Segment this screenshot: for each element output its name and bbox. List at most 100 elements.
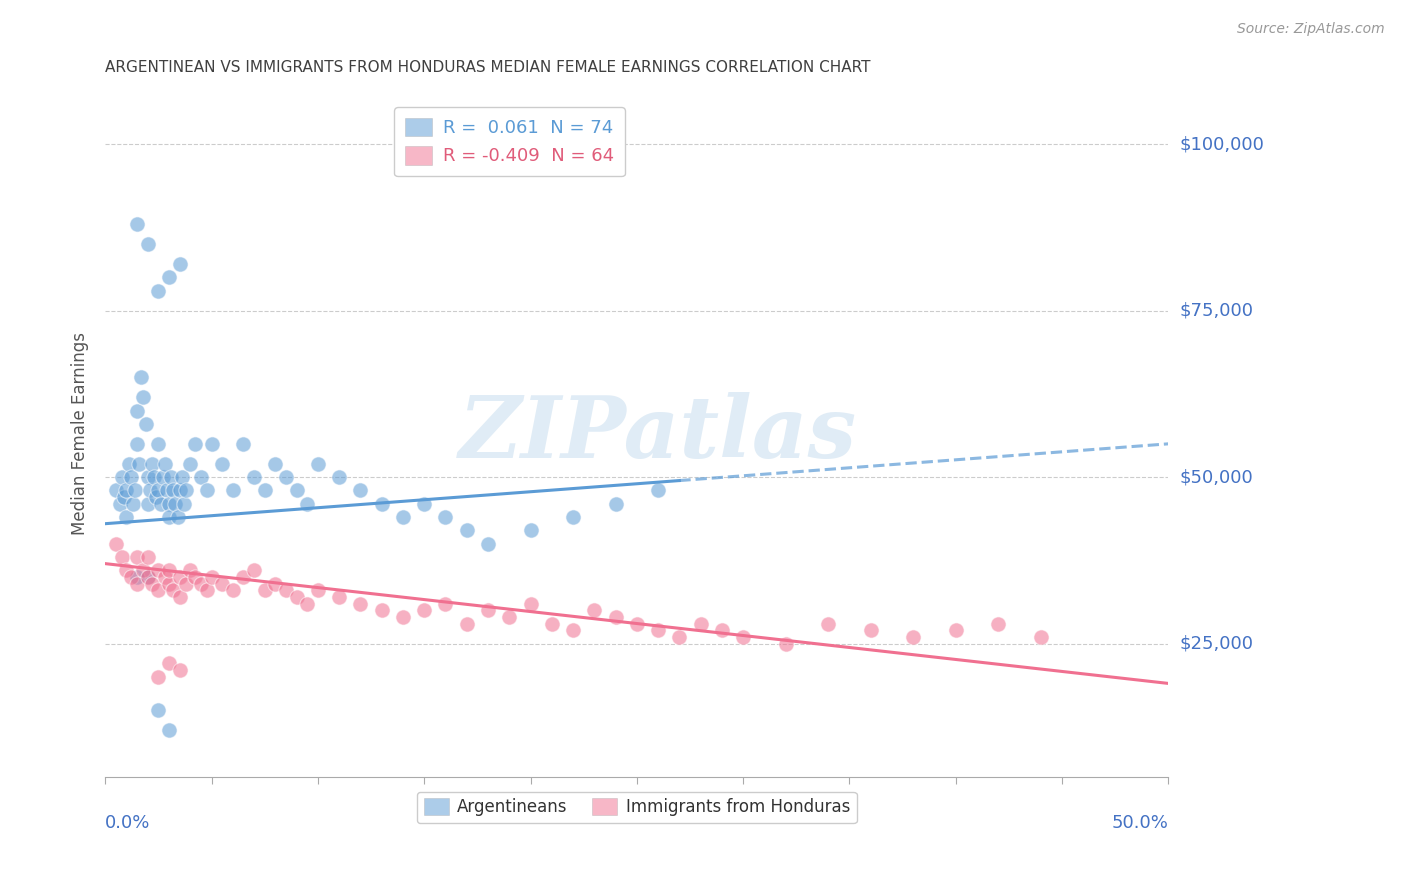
Point [456, 524, 478, 538]
Point [153, 457, 176, 471]
Text: $100,000: $100,000 [1180, 136, 1264, 153]
Point [136, 549, 159, 564]
Point [211, 457, 233, 471]
Point [195, 483, 218, 498]
Point [274, 470, 297, 484]
Point [222, 483, 245, 498]
Point [817, 616, 839, 631]
Point [127, 576, 149, 591]
Point [157, 723, 180, 737]
Point [148, 437, 170, 451]
Point [200, 570, 222, 584]
Text: ARGENTINEAN VS IMMIGRANTS FROM HONDURAS MEDIAN FEMALE EARNINGS CORRELATION CHART: ARGENTINEAN VS IMMIGRANTS FROM HONDURAS … [105, 60, 870, 75]
Point [519, 597, 541, 611]
Point [136, 570, 159, 584]
Point [200, 437, 222, 451]
Point [127, 570, 149, 584]
Point [152, 470, 174, 484]
Point [169, 590, 191, 604]
Text: ZIPatlas: ZIPatlas [458, 392, 858, 475]
Point [183, 570, 205, 584]
Point [689, 616, 711, 631]
Point [160, 470, 183, 484]
Point [285, 483, 308, 498]
Text: 0.0%: 0.0% [105, 814, 150, 832]
Point [153, 570, 176, 584]
Point [157, 497, 180, 511]
Point [190, 576, 212, 591]
Point [297, 497, 319, 511]
Point [498, 610, 520, 624]
Legend: Argentineans, Immigrants from Honduras: Argentineans, Immigrants from Honduras [418, 791, 856, 823]
Point [647, 623, 669, 637]
Point [733, 630, 755, 644]
Point [131, 370, 153, 384]
Point [136, 570, 159, 584]
Point [710, 623, 733, 637]
Text: 50.0%: 50.0% [1112, 814, 1168, 832]
Point [297, 597, 319, 611]
Point [104, 483, 127, 498]
Point [156, 483, 179, 498]
Point [264, 457, 287, 471]
Point [775, 636, 797, 650]
Point [157, 563, 180, 577]
Point [121, 497, 143, 511]
Point [370, 497, 392, 511]
Point [183, 437, 205, 451]
Point [136, 497, 159, 511]
Point [274, 583, 297, 598]
Point [195, 583, 218, 598]
Point [139, 483, 162, 498]
Point [148, 670, 170, 684]
Point [328, 590, 350, 604]
Point [285, 590, 308, 604]
Point [174, 483, 197, 498]
Point [115, 563, 138, 577]
Point [243, 563, 266, 577]
Point [157, 657, 180, 671]
Point [232, 570, 254, 584]
Point [434, 510, 457, 524]
Point [859, 623, 882, 637]
Point [987, 616, 1010, 631]
Point [162, 583, 184, 598]
Point [562, 510, 585, 524]
Point [605, 497, 627, 511]
Point [157, 576, 180, 591]
Point [166, 510, 188, 524]
Point [157, 510, 180, 524]
Point [141, 576, 163, 591]
Point [222, 583, 245, 598]
Point [179, 457, 201, 471]
Point [179, 563, 201, 577]
Point [626, 616, 648, 631]
Text: $50,000: $50,000 [1180, 468, 1253, 486]
Point [232, 437, 254, 451]
Point [157, 270, 180, 285]
Point [112, 490, 135, 504]
Point [148, 703, 170, 717]
Point [148, 583, 170, 598]
Point [115, 510, 138, 524]
Point [145, 490, 167, 504]
Point [141, 457, 163, 471]
Point [647, 483, 669, 498]
Point [253, 483, 276, 498]
Point [162, 483, 184, 498]
Point [170, 470, 193, 484]
Point [392, 610, 415, 624]
Text: $75,000: $75,000 [1180, 301, 1254, 319]
Point [111, 549, 134, 564]
Point [1029, 630, 1052, 644]
Point [108, 497, 131, 511]
Point [413, 603, 436, 617]
Point [173, 497, 195, 511]
Point [120, 470, 142, 484]
Text: $25,000: $25,000 [1180, 634, 1254, 653]
Point [148, 563, 170, 577]
Point [519, 524, 541, 538]
Point [169, 257, 191, 271]
Point [903, 630, 925, 644]
Point [148, 483, 170, 498]
